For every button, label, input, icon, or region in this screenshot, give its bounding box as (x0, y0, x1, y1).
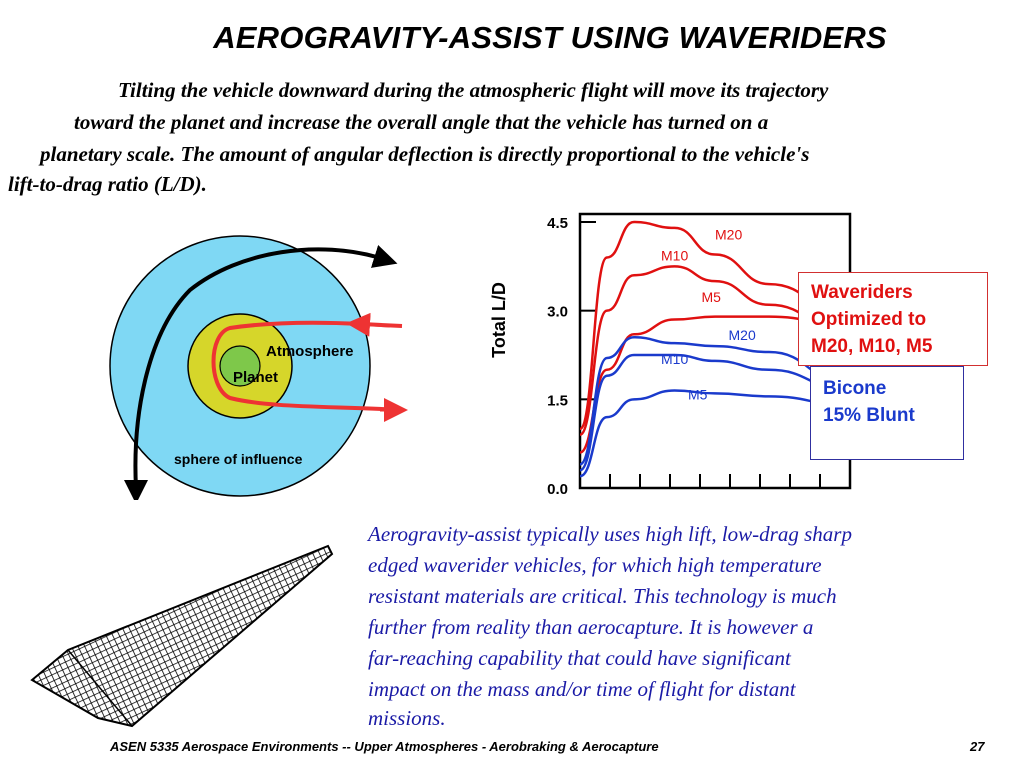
page-number: 27 (970, 739, 985, 754)
intro-line-1: Tilting the vehicle downward during the … (118, 78, 829, 102)
chart-y-axis-label: Total L/D (489, 282, 509, 358)
chart-curve-labels: M20 M10 M5 M20 M10 M5 (661, 227, 756, 403)
curve-label-waverider-m10: M10 (661, 247, 688, 263)
series-line-bicone-m20 (579, 336, 851, 466)
legend-waveriders: Waveriders Optimized to M20, M10, M5 (798, 272, 988, 366)
atmosphere-label: Atmosphere (266, 343, 354, 360)
ld-chart: 4.5 3.0 1.5 0.0 M20 M10 M5 M20 M10 M5 Total L/D (489, 212, 852, 498)
body-line-7: missions. (368, 706, 446, 730)
series-line-bicone-m10 (579, 353, 851, 472)
planet-circle (219, 345, 261, 387)
legend-waveriders-line-3: M20, M10, M5 (811, 336, 933, 357)
curve-label-bicone-m5: M5 (688, 386, 708, 402)
series-line-waverider-m10 (579, 265, 851, 437)
path-entry-arrow (369, 244, 398, 268)
series-line-bicone-m5 (579, 389, 851, 478)
curve-label-waverider-m20: M20 (715, 227, 742, 243)
body-line-1: Aerogravity-assist typically uses high l… (368, 522, 852, 546)
waverider-body (30, 544, 334, 728)
intro-line-3: planetary scale. The amount of angular d… (40, 142, 810, 166)
chart-series (578, 220, 851, 478)
body-line-3: resistant materials are critical. This t… (368, 584, 837, 608)
trajectory-entry-arrow (346, 312, 391, 337)
series-line-waverider-m20 (578, 220, 851, 431)
y-tick-label: 3.0 (547, 304, 568, 321)
atmospheric-trajectory (211, 320, 403, 412)
waverider-wireframe-icon (30, 544, 334, 728)
aerogravity-diagram: Atmosphere Planet sphere of influence (109, 235, 408, 500)
curve-label-waverider-m5: M5 (702, 289, 722, 305)
planet-label: Planet (233, 369, 278, 386)
legend-waveriders-line-1: Waveriders (811, 282, 913, 303)
slide-title: AEROGRAVITY-ASSIST USING WAVERIDERS (213, 20, 887, 55)
footer-text: ASEN 5335 Aerospace Environments -- Uppe… (110, 739, 659, 754)
sphere-of-influence-label: sphere of influence (174, 451, 303, 467)
body-line-5: far-reaching capability that could have … (368, 646, 791, 670)
intro-line-4: lift-to-drag ratio (L/D). (8, 172, 207, 196)
curve-label-bicone-m20: M20 (729, 327, 756, 343)
gravity-assist-path (133, 247, 381, 489)
legend-bicone-line-2: 15% Blunt (823, 405, 915, 426)
series-line-waverider-m5 (579, 315, 851, 454)
y-tick-label: 1.5 (547, 392, 568, 409)
intro-line-2: toward the planet and increase the overa… (74, 110, 769, 134)
body-line-4: further from reality than aerocapture. I… (368, 615, 814, 639)
curve-label-bicone-m10: M10 (661, 351, 688, 367)
legend-bicone: Bicone 15% Blunt (810, 366, 964, 460)
waverider-edge (67, 649, 133, 727)
body-line-6: impact on the mass and/or time of flight… (368, 677, 796, 701)
legend-waveriders-line-2: Optimized to (811, 309, 927, 330)
legend-bicone-line-1: Bicone (823, 378, 887, 399)
y-tick-label: 0.0 (547, 481, 568, 498)
y-tick-label: 4.5 (547, 215, 568, 232)
body-line-2: edged waverider vehicles, for which high… (368, 553, 822, 577)
